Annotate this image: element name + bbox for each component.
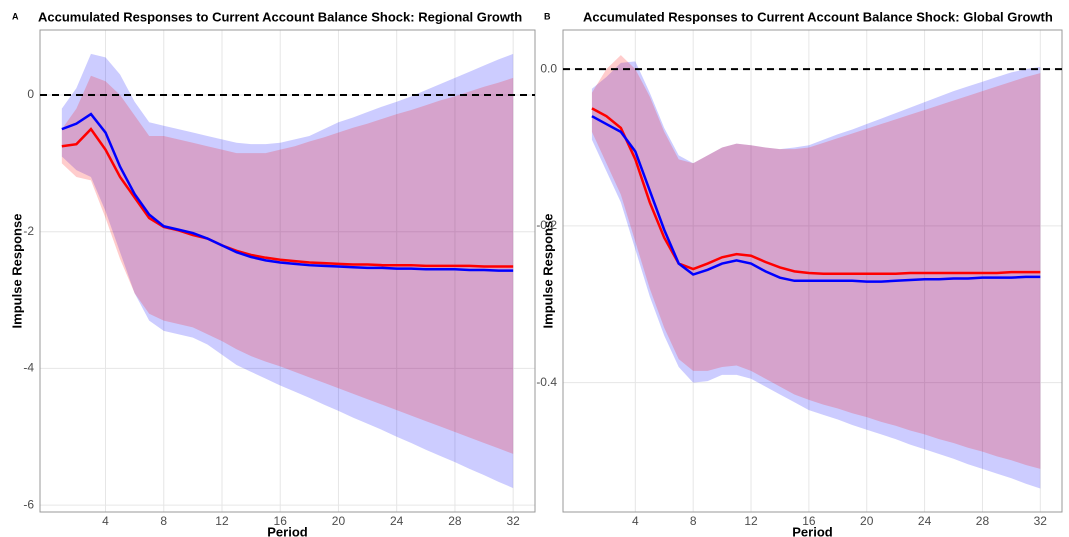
confidence-band (591, 55, 1041, 469)
panel-label: B (544, 11, 551, 21)
y-tick-label: -6 (23, 497, 34, 511)
series-line (591, 107, 1041, 275)
confidence-band (61, 75, 514, 454)
x-tick-label: 28 (976, 514, 990, 528)
panel-label: A (12, 11, 19, 21)
x-axis-label: Period (267, 524, 308, 537)
series-line (591, 115, 1041, 283)
x-tick-label: 20 (332, 514, 346, 528)
confidence-band (61, 53, 514, 489)
x-tick-label: 12 (744, 514, 758, 528)
y-tick-label: 0 (27, 87, 34, 101)
confidence-band (591, 61, 1041, 489)
y-tick-label: -4 (23, 361, 34, 375)
x-tick-label: 12 (215, 514, 229, 528)
y-tick-label: -0.4 (536, 375, 557, 389)
x-tick-label: 8 (160, 514, 167, 528)
x-tick-label: 16 (274, 514, 288, 528)
x-tick-label: 4 (102, 514, 109, 528)
y-tick-label: -0.2 (536, 218, 557, 232)
x-tick-label: 32 (1034, 514, 1048, 528)
x-tick-label: 28 (448, 514, 462, 528)
plot-border (39, 29, 536, 513)
y-tick-label: 0.0 (540, 61, 557, 75)
plot-border (562, 29, 1063, 513)
chart-title: Accumulated Responses to Current Account… (38, 9, 522, 24)
x-tick-label: 4 (632, 514, 639, 528)
y-axis-label: Impulse Response (9, 214, 24, 329)
chart-title: Accumulated Responses to Current Account… (583, 9, 1053, 24)
y-tick-label: -2 (23, 224, 34, 238)
x-tick-label: 16 (802, 514, 816, 528)
x-tick-label: 32 (506, 514, 520, 528)
x-tick-label: 20 (860, 514, 874, 528)
series-line (61, 112, 514, 272)
series-line (61, 127, 514, 268)
x-axis-label: Period (792, 524, 833, 537)
x-tick-label: 8 (690, 514, 697, 528)
x-tick-label: 24 (918, 514, 932, 528)
x-tick-label: 24 (390, 514, 404, 528)
y-axis-label: Impulse Response (540, 214, 555, 329)
